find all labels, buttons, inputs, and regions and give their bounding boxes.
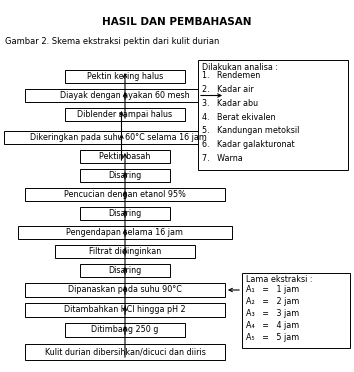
Bar [65, 70, 185, 83]
Bar [65, 323, 185, 337]
Text: Disaring: Disaring [108, 209, 142, 218]
Bar [80, 264, 170, 277]
Text: 1.   Rendemen: 1. Rendemen [202, 71, 260, 80]
Text: Dilakukan analisa :: Dilakukan analisa : [202, 62, 278, 71]
Bar [80, 207, 170, 220]
Bar [198, 60, 348, 170]
Text: 3.   Kadar abu: 3. Kadar abu [202, 99, 258, 108]
Text: 4.   Berat ekivalen: 4. Berat ekivalen [202, 113, 275, 122]
Text: Pektin kering halus: Pektin kering halus [87, 72, 163, 81]
Text: 7.   Warna: 7. Warna [202, 154, 243, 163]
Text: Kulit durian dibersihkan/dicuci dan diiris: Kulit durian dibersihkan/dicuci dan diir… [45, 347, 205, 356]
Text: Dikeringkan pada suhu 60°C selama 16 jam: Dikeringkan pada suhu 60°C selama 16 jam [30, 133, 206, 142]
Text: Lama ekstraksi :: Lama ekstraksi : [246, 276, 313, 285]
Bar [25, 188, 225, 201]
Text: A₁   =   1 jam: A₁ = 1 jam [246, 285, 299, 294]
Bar [80, 150, 170, 163]
Bar [18, 226, 232, 239]
Text: Ditambahkan HCl hingga pH 2: Ditambahkan HCl hingga pH 2 [64, 305, 186, 314]
Text: Disaring: Disaring [108, 266, 142, 275]
Text: Diblender sampai halus: Diblender sampai halus [78, 110, 172, 119]
Text: Filtrat didinginkan: Filtrat didinginkan [89, 247, 161, 256]
Text: Pektin basah: Pektin basah [99, 152, 151, 161]
Bar [25, 344, 225, 360]
Text: Ditimbang 250 g: Ditimbang 250 g [91, 326, 159, 334]
Text: 2.   Kadar air: 2. Kadar air [202, 85, 254, 94]
Text: A₃   =   3 jam: A₃ = 3 jam [246, 309, 299, 318]
Text: A₅   =   5 jam: A₅ = 5 jam [246, 333, 299, 342]
Text: Pencucian dengan etanol 95%: Pencucian dengan etanol 95% [64, 190, 186, 199]
Text: 6.   Kadar galakturonat: 6. Kadar galakturonat [202, 140, 295, 149]
Text: Gambar 2. Skema ekstraksi pektin dari kulit durian: Gambar 2. Skema ekstraksi pektin dari ku… [5, 38, 219, 46]
Bar [25, 283, 225, 297]
Text: A₂   =   2 jam: A₂ = 2 jam [246, 297, 299, 306]
Bar [25, 303, 225, 317]
Text: A₄   =   4 jam: A₄ = 4 jam [246, 321, 299, 330]
Bar [25, 89, 225, 102]
Text: HASIL DAN PEMBAHASAN: HASIL DAN PEMBAHASAN [102, 17, 252, 27]
Bar [80, 169, 170, 182]
Text: Diayak dengan ayakan 60 mesh: Diayak dengan ayakan 60 mesh [60, 91, 190, 100]
Bar [242, 273, 350, 348]
Text: Pengendapan selama 16 jam: Pengendapan selama 16 jam [67, 228, 183, 237]
Text: 5.   Kandungan metoksil: 5. Kandungan metoksil [202, 126, 299, 135]
Bar [4, 131, 232, 144]
Text: Disaring: Disaring [108, 171, 142, 180]
Bar [65, 108, 185, 121]
Bar [55, 245, 195, 258]
Text: Dipanaskan pada suhu 90°C: Dipanaskan pada suhu 90°C [68, 285, 182, 295]
